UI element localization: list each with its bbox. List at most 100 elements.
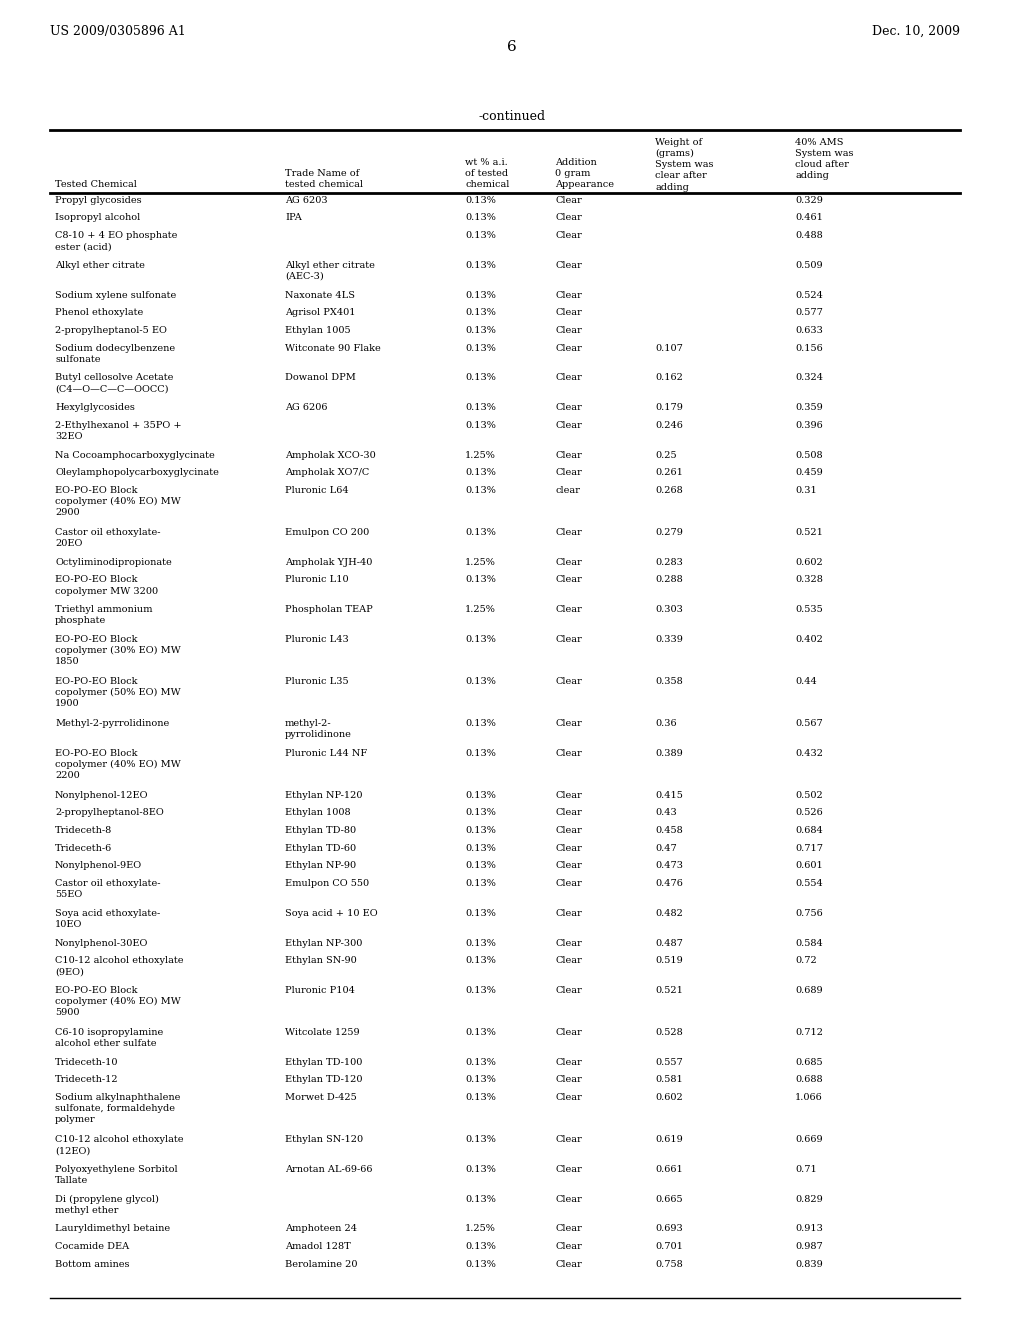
Text: 0.13%: 0.13% <box>465 1195 496 1204</box>
Text: Clear: Clear <box>555 528 582 537</box>
Text: 0.13%: 0.13% <box>465 1135 496 1144</box>
Text: 0.839: 0.839 <box>795 1259 822 1269</box>
Text: Clear: Clear <box>555 1093 582 1102</box>
Text: 0.13%: 0.13% <box>465 843 496 853</box>
Text: 0.602: 0.602 <box>795 558 822 566</box>
Text: 0.487: 0.487 <box>655 939 683 948</box>
Text: Clear: Clear <box>555 374 582 383</box>
Text: Octyliminodipropionate: Octyliminodipropionate <box>55 558 172 566</box>
Text: 0.13%: 0.13% <box>465 486 496 495</box>
Text: 0.13%: 0.13% <box>465 635 496 644</box>
Text: Emulpon CO 550: Emulpon CO 550 <box>285 879 369 888</box>
Text: wt % a.i.
of tested
chemical: wt % a.i. of tested chemical <box>465 158 509 189</box>
Text: AG 6206: AG 6206 <box>285 403 328 412</box>
Text: Propyl glycosides: Propyl glycosides <box>55 195 141 205</box>
Text: 0.13%: 0.13% <box>465 374 496 383</box>
Text: 0.619: 0.619 <box>655 1135 683 1144</box>
Text: 0.13%: 0.13% <box>465 1093 496 1102</box>
Text: 0.13%: 0.13% <box>465 1164 496 1173</box>
Text: C10-12 alcohol ethoxylate
(12EO): C10-12 alcohol ethoxylate (12EO) <box>55 1135 183 1155</box>
Text: 0.665: 0.665 <box>655 1195 683 1204</box>
Text: Clear: Clear <box>555 214 582 222</box>
Text: Clear: Clear <box>555 677 582 686</box>
Text: 0.432: 0.432 <box>795 748 823 758</box>
Text: Methyl-2-pyrrolidinone: Methyl-2-pyrrolidinone <box>55 719 169 727</box>
Text: 0.519: 0.519 <box>655 956 683 965</box>
Text: 0.13%: 0.13% <box>465 1259 496 1269</box>
Text: Trade Name of
tested chemical: Trade Name of tested chemical <box>285 169 362 189</box>
Text: Dowanol DPM: Dowanol DPM <box>285 374 356 383</box>
Text: Witcolate 1259: Witcolate 1259 <box>285 1028 359 1038</box>
Text: Polyoxyethylene Sorbitol
Tallate: Polyoxyethylene Sorbitol Tallate <box>55 1164 177 1185</box>
Text: Triethyl ammonium
phosphate: Triethyl ammonium phosphate <box>55 606 153 626</box>
Text: Pluronic L44 NF: Pluronic L44 NF <box>285 748 368 758</box>
Text: 0.268: 0.268 <box>655 486 683 495</box>
Text: 0.415: 0.415 <box>655 791 683 800</box>
Text: 0.13%: 0.13% <box>465 908 496 917</box>
Text: EO-PO-EO Block
copolymer (30% EO) MW
1850: EO-PO-EO Block copolymer (30% EO) MW 185… <box>55 635 181 667</box>
Text: Clear: Clear <box>555 1076 582 1085</box>
Text: Ethylan TD-60: Ethylan TD-60 <box>285 843 356 853</box>
Text: 0.473: 0.473 <box>655 862 683 870</box>
Text: 0.684: 0.684 <box>795 826 822 836</box>
Text: 0.13%: 0.13% <box>465 261 496 269</box>
Text: Nonylphenol-30EO: Nonylphenol-30EO <box>55 939 148 948</box>
Text: Sodium dodecylbenzene
sulfonate: Sodium dodecylbenzene sulfonate <box>55 343 175 364</box>
Text: Clear: Clear <box>555 195 582 205</box>
Text: 0.508: 0.508 <box>795 450 822 459</box>
Text: 0.329: 0.329 <box>795 195 823 205</box>
Text: Clear: Clear <box>555 558 582 566</box>
Text: 1.25%: 1.25% <box>465 450 496 459</box>
Text: Clear: Clear <box>555 939 582 948</box>
Text: Clear: Clear <box>555 719 582 727</box>
Text: 0.13%: 0.13% <box>465 1057 496 1067</box>
Text: Witconate 90 Flake: Witconate 90 Flake <box>285 343 381 352</box>
Text: 0.13%: 0.13% <box>465 309 496 317</box>
Text: 0.13%: 0.13% <box>465 826 496 836</box>
Text: 0.303: 0.303 <box>655 606 683 614</box>
Text: Ampholak XCO-30: Ampholak XCO-30 <box>285 450 376 459</box>
Text: 0.712: 0.712 <box>795 1028 823 1038</box>
Text: Clear: Clear <box>555 1028 582 1038</box>
Text: Ampholak YJH-40: Ampholak YJH-40 <box>285 558 373 566</box>
Text: Clear: Clear <box>555 862 582 870</box>
Text: 0.756: 0.756 <box>795 908 822 917</box>
Text: Morwet D-425: Morwet D-425 <box>285 1093 356 1102</box>
Text: 0.44: 0.44 <box>795 677 817 686</box>
Text: 0.13%: 0.13% <box>465 576 496 585</box>
Text: 0.279: 0.279 <box>655 528 683 537</box>
Text: 0.461: 0.461 <box>795 214 823 222</box>
Text: Clear: Clear <box>555 956 582 965</box>
Text: Ethylan 1008: Ethylan 1008 <box>285 808 350 817</box>
Text: 0.13%: 0.13% <box>465 956 496 965</box>
Text: Lauryldimethyl betaine: Lauryldimethyl betaine <box>55 1225 170 1233</box>
Text: 0.13%: 0.13% <box>465 528 496 537</box>
Text: 0.987: 0.987 <box>795 1242 822 1251</box>
Text: 0.261: 0.261 <box>655 469 683 478</box>
Text: 0.13%: 0.13% <box>465 862 496 870</box>
Text: 2-Ethylhexanol + 35PO +
32EO: 2-Ethylhexanol + 35PO + 32EO <box>55 421 181 441</box>
Text: Trideceth-8: Trideceth-8 <box>55 826 113 836</box>
Text: Sodium xylene sulfonate: Sodium xylene sulfonate <box>55 290 176 300</box>
Text: Ethylan TD-80: Ethylan TD-80 <box>285 826 356 836</box>
Text: Cocamide DEA: Cocamide DEA <box>55 1242 129 1251</box>
Text: 40% AMS
System was
cloud after
adding: 40% AMS System was cloud after adding <box>795 139 853 181</box>
Text: 0.13%: 0.13% <box>465 939 496 948</box>
Text: Phospholan TEAP: Phospholan TEAP <box>285 606 373 614</box>
Text: Pluronic L43: Pluronic L43 <box>285 635 349 644</box>
Text: Clear: Clear <box>555 403 582 412</box>
Text: 1.25%: 1.25% <box>465 606 496 614</box>
Text: 0.402: 0.402 <box>795 635 823 644</box>
Text: Weight of
(grams)
System was
clear after
adding: Weight of (grams) System was clear after… <box>655 139 714 191</box>
Text: Clear: Clear <box>555 1057 582 1067</box>
Text: Clear: Clear <box>555 908 582 917</box>
Text: C6-10 isopropylamine
alcohol ether sulfate: C6-10 isopropylamine alcohol ether sulfa… <box>55 1028 163 1048</box>
Text: 0.581: 0.581 <box>655 1076 683 1085</box>
Text: 0.13%: 0.13% <box>465 1028 496 1038</box>
Text: 0.13%: 0.13% <box>465 677 496 686</box>
Text: Castor oil ethoxylate-
20EO: Castor oil ethoxylate- 20EO <box>55 528 161 548</box>
Text: 2-propylheptanol-5 EO: 2-propylheptanol-5 EO <box>55 326 167 335</box>
Text: 0.13%: 0.13% <box>465 748 496 758</box>
Text: 0.13%: 0.13% <box>465 986 496 995</box>
Text: 0.13%: 0.13% <box>465 343 496 352</box>
